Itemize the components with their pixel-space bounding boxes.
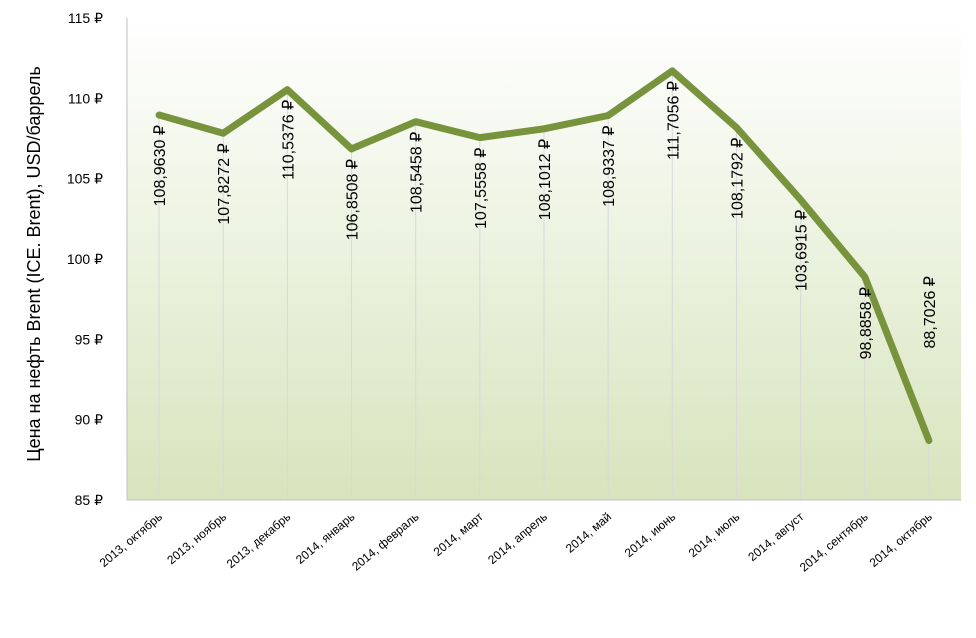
- y-tick-label: 105 ₽: [67, 171, 103, 187]
- data-label: 111,7056 ₽: [665, 81, 682, 160]
- series-line: [155, 67, 933, 444]
- data-label: 103,6915 ₽: [794, 210, 811, 291]
- y-tick-label: 85 ₽: [75, 492, 103, 508]
- data-label: 106,8508 ₽: [345, 159, 362, 240]
- x-tick-label: 2014, апрель: [485, 510, 550, 567]
- x-tick-label: 2014, сентябрь: [797, 510, 871, 575]
- drop-lines: [158, 70, 930, 500]
- x-tick-label: 2014, май: [563, 510, 614, 556]
- x-tick-label: 2013, октябрь: [97, 510, 165, 570]
- x-tick-label: 2014, июнь: [622, 510, 678, 561]
- x-tick-label: 2013, ноябрь: [164, 510, 229, 568]
- data-label: 108,9630 ₽: [152, 125, 169, 206]
- data-label: 110,5376 ₽: [280, 100, 297, 180]
- data-label: 108,1792 ₽: [729, 138, 746, 219]
- y-tick-label: 110 ₽: [68, 90, 103, 106]
- y-tick-label: 95 ₽: [75, 331, 103, 347]
- data-label: 107,5558 ₽: [473, 148, 490, 229]
- data-label: 108,1012 ₽: [537, 139, 554, 220]
- data-labels: 108,9630 ₽ 107,8272 ₽ 110,5376 ₽ 106,8508 ₽…: [152, 81, 939, 359]
- y-tick-label: 115 ₽: [68, 10, 103, 26]
- y-tick-labels: 85 ₽ 90 ₽ 95 ₽ 100 ₽ 105 ₽ 110 ₽ 115 ₽: [67, 10, 103, 508]
- x-tick-label: 2014, август: [745, 509, 807, 564]
- y-tick-label: 100 ₽: [67, 251, 103, 267]
- x-tick-label: 2013, декабрь: [224, 510, 294, 572]
- data-label: 107,8272 ₽: [216, 143, 233, 224]
- data-label: 108,9337 ₽: [601, 125, 618, 206]
- y-axis-label: Цена на нефть Brent (ICE. Brent), USD/ба…: [24, 66, 44, 462]
- x-tick-label: 2014, январь: [293, 510, 357, 567]
- data-label: 108,5458 ₽: [409, 132, 426, 213]
- x-tick-label: 2014, февраль: [349, 510, 421, 574]
- x-tick-label: 2014, март: [431, 509, 486, 559]
- x-tick-label: 2014, июль: [686, 510, 743, 561]
- x-tick-label: 2014, октябрь: [867, 510, 935, 570]
- data-label: 88,7026 ₽: [922, 276, 939, 348]
- y-tick-label: 90 ₽: [75, 412, 103, 428]
- data-label: 98,8858 ₽: [858, 287, 875, 359]
